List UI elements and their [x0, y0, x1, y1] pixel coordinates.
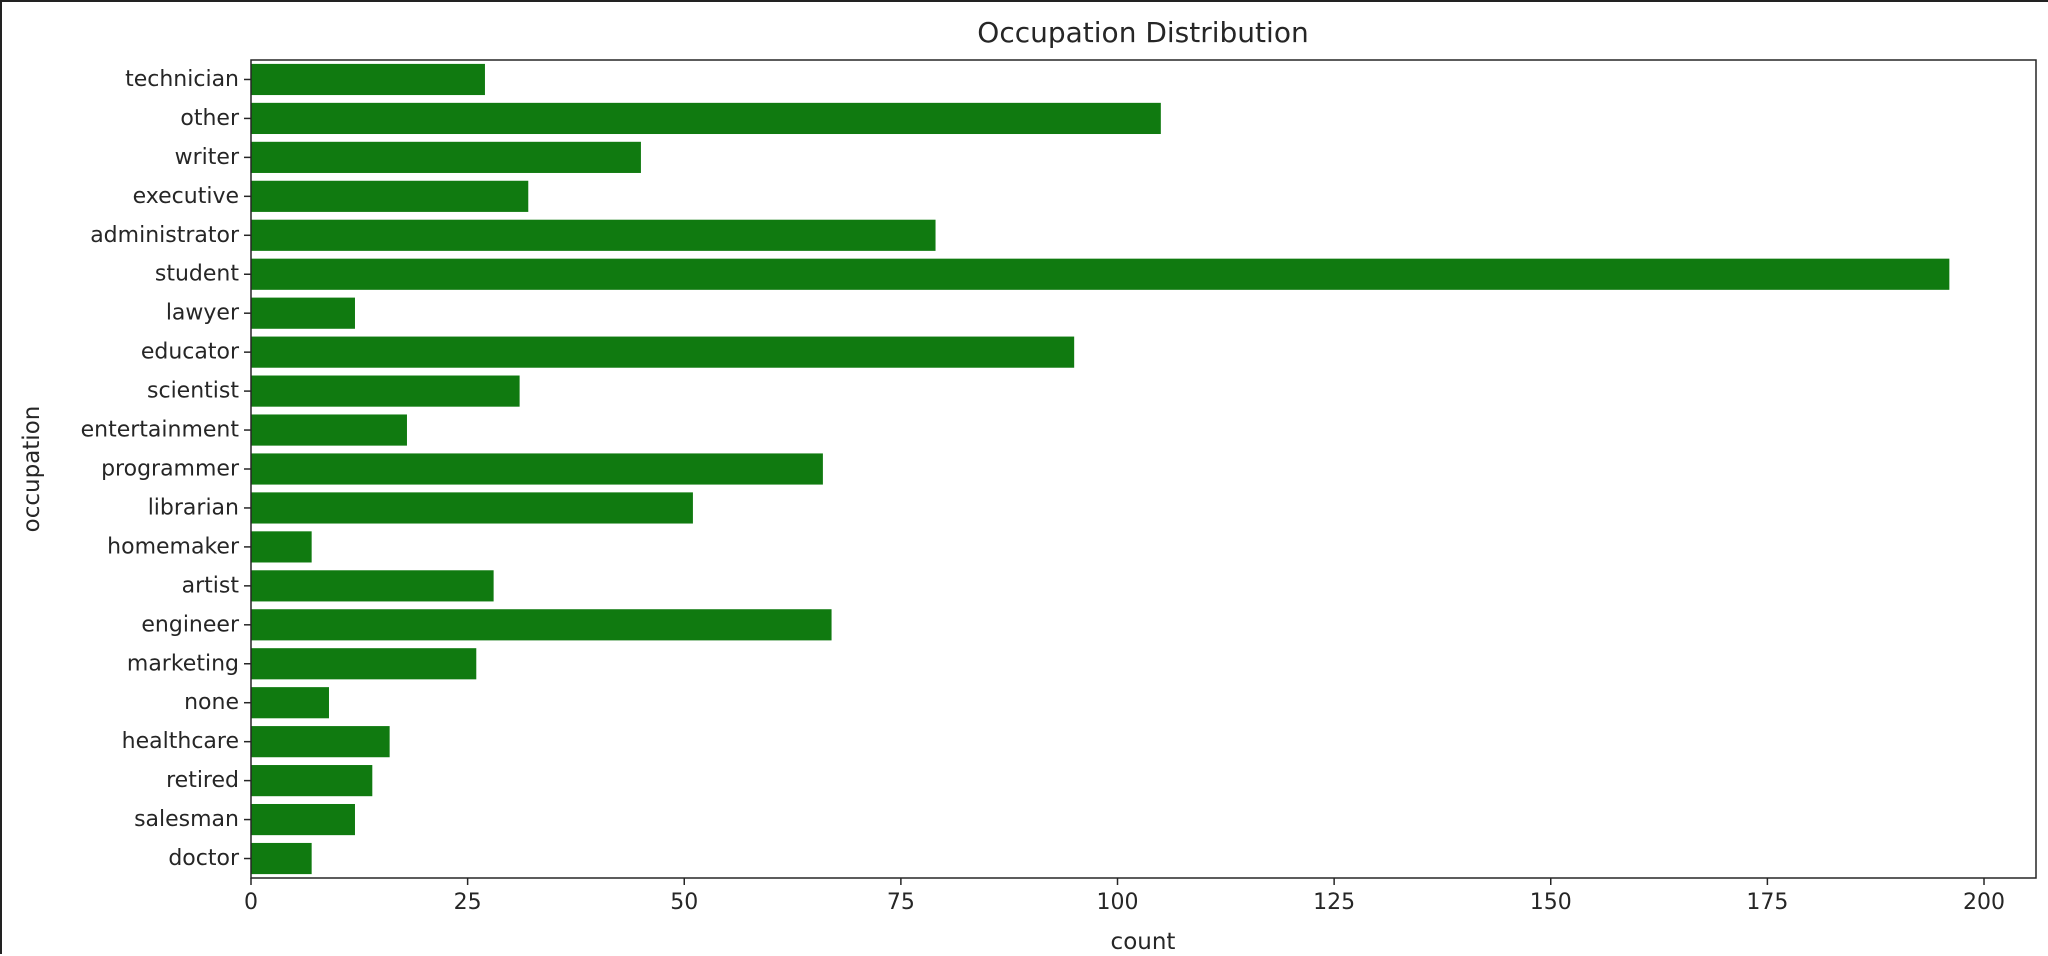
chart-title: Occupation Distribution	[977, 16, 1308, 49]
x-tick-label: 75	[887, 890, 915, 915]
bar-entertainment	[251, 414, 407, 446]
bar-none	[251, 687, 329, 719]
y-tick-label: executive	[133, 184, 239, 209]
y-tick-label: artist	[182, 573, 240, 598]
y-tick-label: none	[184, 690, 239, 715]
y-tick-label: writer	[175, 145, 240, 170]
bar-educator	[251, 336, 1075, 368]
bar-scientist	[251, 375, 520, 407]
bar-other	[251, 102, 1161, 135]
y-tick-label: entertainment	[81, 418, 240, 443]
y-tick-label: educator	[141, 340, 240, 365]
y-tick-label: retired	[166, 768, 239, 793]
x-ticks-layer: 0 25 50 75 100 125 150 175 200	[244, 878, 2005, 915]
y-tick-label: librarian	[148, 495, 239, 520]
y-tick-label: other	[180, 106, 240, 131]
bars-layer	[251, 63, 1950, 875]
y-tick-label: healthcare	[122, 729, 239, 754]
bar-healthcare	[251, 726, 390, 758]
bar-programmer	[251, 453, 823, 485]
bar-administrator	[251, 219, 936, 251]
x-tick-label: 100	[1097, 890, 1139, 915]
bar-executive	[251, 180, 529, 212]
x-tick-label: 150	[1530, 890, 1572, 915]
x-tick-label: 50	[670, 890, 698, 915]
bar-librarian	[251, 492, 693, 524]
bar-writer	[251, 141, 641, 173]
y-tick-label: marketing	[127, 651, 239, 676]
bar-marketing	[251, 648, 477, 680]
x-tick-label: 200	[1963, 890, 2005, 915]
bar-doctor	[251, 842, 312, 875]
y-tick-label: technician	[125, 67, 239, 92]
x-tick-label: 125	[1313, 890, 1355, 915]
y-tick-label: programmer	[101, 457, 240, 482]
y-axis-title: occupation	[19, 406, 45, 533]
bar-student	[251, 258, 1950, 290]
x-tick-label: 175	[1746, 890, 1788, 915]
y-tick-label: student	[155, 262, 239, 287]
y-tick-label: scientist	[147, 379, 239, 404]
y-tick-label: engineer	[141, 612, 240, 637]
x-tick-label: 0	[244, 890, 258, 915]
y-tick-label: administrator	[90, 223, 240, 248]
plot-frame	[250, 59, 2037, 879]
y-tick-label: homemaker	[107, 534, 240, 559]
bar-engineer	[251, 609, 832, 641]
bar-technician	[251, 63, 485, 96]
bar-homemaker	[251, 531, 312, 563]
bar-salesman	[251, 803, 355, 836]
y-tick-label: lawyer	[166, 301, 240, 326]
bar-retired	[251, 765, 373, 797]
x-axis-title: count	[1111, 929, 1176, 955]
y-tick-label: doctor	[168, 846, 240, 871]
x-tick-label: 25	[454, 890, 482, 915]
bar-artist	[251, 570, 494, 602]
y-tick-label: salesman	[134, 807, 239, 832]
y-ticks-layer: technician other writer executive administra…	[81, 67, 251, 871]
bar-lawyer	[251, 297, 355, 329]
